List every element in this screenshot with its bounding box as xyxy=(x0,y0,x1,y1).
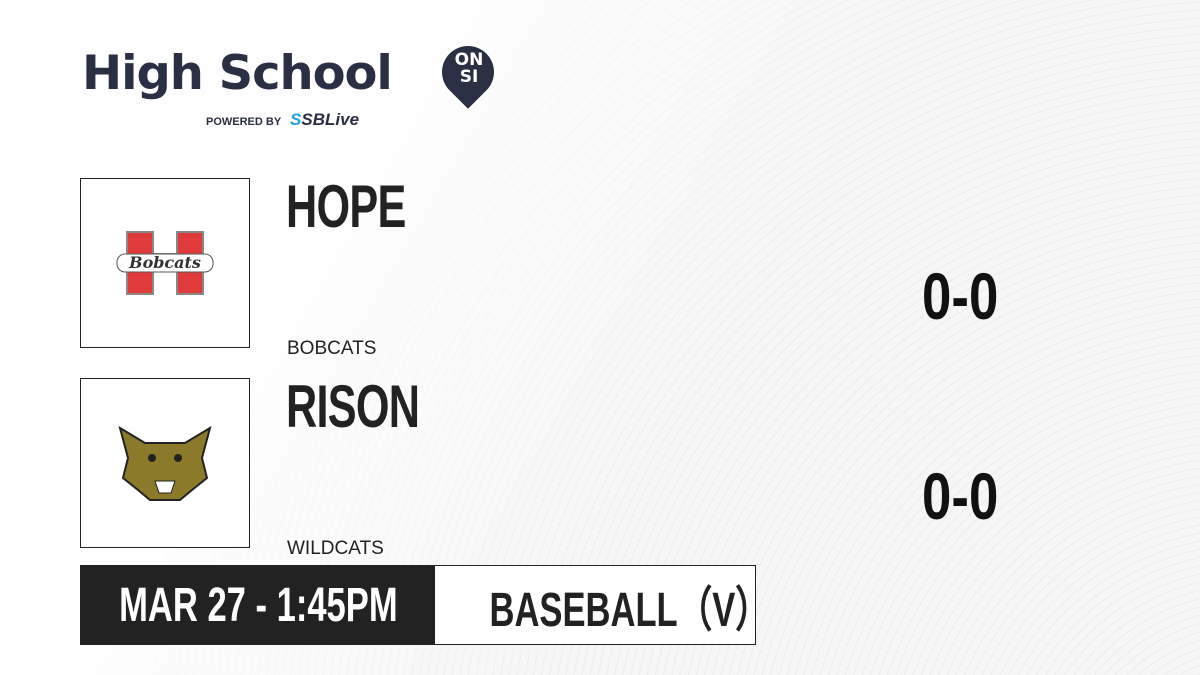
game-datetime: MAR 27 - 1:45PM xyxy=(81,566,435,644)
sport-label: BASEBALL（V） xyxy=(489,584,770,637)
wildcat-head-icon xyxy=(118,425,212,501)
sblive-logo: SSBLive xyxy=(290,110,360,129)
game-info-bar: MAR 27 - 1:45PM BASEBALL（V） xyxy=(80,565,770,645)
datetime-label: MAR 27 - 1:45PM xyxy=(118,578,398,632)
svg-text:Bobcats: Bobcats xyxy=(128,253,201,272)
on-si-badge: ON SI xyxy=(454,50,484,87)
team-score: 0-0 xyxy=(922,459,999,533)
rison-team-logo xyxy=(80,378,250,548)
bobcats-h-icon: Bobcats xyxy=(116,231,214,295)
team-mascot: WILDCATS xyxy=(287,538,384,559)
team-mascot: BOBCATS xyxy=(287,338,377,359)
game-sport: BASEBALL（V） xyxy=(435,566,824,644)
team-score: 0-0 xyxy=(922,259,999,333)
team-name: HOPE xyxy=(286,173,406,240)
team-name: RISON xyxy=(286,373,420,440)
brand-title: High School xyxy=(82,46,393,101)
high-school-on-si-logo: High School ON SI POWERED BY SSBLive xyxy=(82,35,505,129)
powered-by-label: POWERED BY xyxy=(206,116,281,128)
powered-by: POWERED BY SSBLive xyxy=(206,110,359,130)
sblive-label: SBLive xyxy=(301,110,360,129)
hope-team-logo: Bobcats xyxy=(80,178,250,348)
